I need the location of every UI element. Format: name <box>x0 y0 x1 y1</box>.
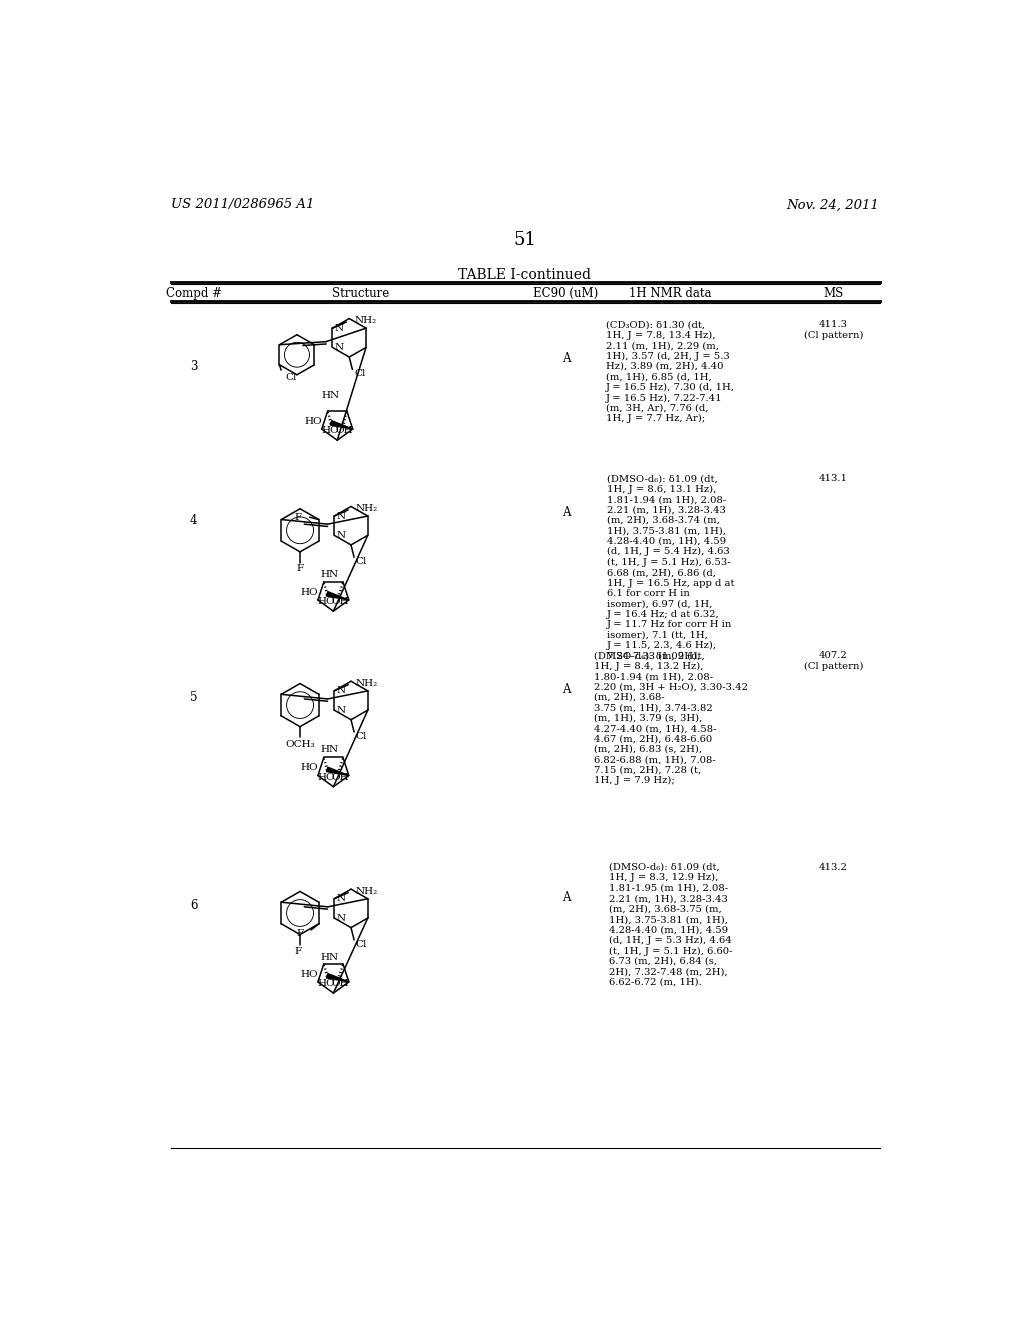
Text: MS: MS <box>823 286 844 300</box>
Text: NH₂: NH₂ <box>356 504 378 513</box>
Text: HN: HN <box>321 570 339 579</box>
Text: N: N <box>337 706 346 714</box>
Text: HO: HO <box>317 774 335 781</box>
Text: NH₂: NH₂ <box>356 887 378 895</box>
Text: F: F <box>295 512 302 521</box>
Text: 1H NMR data: 1H NMR data <box>630 286 712 300</box>
Text: (DMSO-d₆): δ1.09 (dt,
1H, J = 8.6, 13.1 Hz),
1.81-1.94 (m 1H), 2.08-
2.21 (m, 1H: (DMSO-d₆): δ1.09 (dt, 1H, J = 8.6, 13.1 … <box>607 474 734 660</box>
Text: 411.3
(Cl pattern): 411.3 (Cl pattern) <box>804 321 863 339</box>
Text: A: A <box>561 891 570 904</box>
Polygon shape <box>331 421 352 429</box>
Text: HO: HO <box>317 598 335 606</box>
Text: Nov. 24, 2011: Nov. 24, 2011 <box>786 198 879 211</box>
Text: N: N <box>337 686 346 696</box>
Text: A: A <box>561 506 570 519</box>
Text: Cl: Cl <box>354 370 366 379</box>
Text: NH₂: NH₂ <box>356 678 378 688</box>
Text: (DMSO-d₆): δ1.09 (dt,
1H, J = 8.4, 13.2 Hz),
1.80-1.94 (m 1H), 2.08-
2.20 (m, 3H: (DMSO-d₆): δ1.09 (dt, 1H, J = 8.4, 13.2 … <box>594 651 748 785</box>
Text: (DMSO-d₆): δ1.09 (dt,
1H, J = 8.3, 12.9 Hz),
1.81-1.95 (m 1H), 2.08-
2.21 (m, 1H: (DMSO-d₆): δ1.09 (dt, 1H, J = 8.3, 12.9 … <box>608 863 732 987</box>
Text: N: N <box>335 323 344 333</box>
Text: HO: HO <box>300 763 317 772</box>
Text: N: N <box>335 343 344 352</box>
Text: Structure: Structure <box>332 286 389 300</box>
Text: A: A <box>561 352 570 366</box>
Text: HN: HN <box>322 391 340 400</box>
Text: N: N <box>337 512 346 520</box>
Text: HO: HO <box>300 587 317 597</box>
Text: (CD₃OD): δ1.30 (dt,
1H, J = 7.8, 13.4 Hz),
2.11 (m, 1H), 2.29 (m,
1H), 3.57 (d, : (CD₃OD): δ1.30 (dt, 1H, J = 7.8, 13.4 Hz… <box>606 321 735 424</box>
Text: OCH₃: OCH₃ <box>286 741 314 748</box>
Text: F: F <box>295 946 302 956</box>
Text: HO: HO <box>304 417 322 426</box>
Polygon shape <box>327 591 349 601</box>
Text: Cl: Cl <box>355 940 367 949</box>
Text: EC90 (uM): EC90 (uM) <box>534 286 598 300</box>
Text: 413.2: 413.2 <box>819 863 848 873</box>
Text: 413.1: 413.1 <box>819 474 848 483</box>
Text: US 2011/0286965 A1: US 2011/0286965 A1 <box>171 198 314 211</box>
Text: N: N <box>337 913 346 923</box>
Text: 5: 5 <box>190 690 198 704</box>
Text: Cl: Cl <box>286 374 297 383</box>
Text: 4: 4 <box>190 513 198 527</box>
Text: 6: 6 <box>190 899 198 912</box>
Text: Cl: Cl <box>355 733 367 741</box>
Text: HN: HN <box>321 953 339 961</box>
Text: OH: OH <box>332 979 349 989</box>
Text: A: A <box>561 684 570 696</box>
Text: F: F <box>297 565 303 573</box>
Text: OH: OH <box>332 598 349 606</box>
Text: Cl: Cl <box>355 557 367 566</box>
Text: N: N <box>337 531 346 540</box>
Text: NH₂: NH₂ <box>354 315 377 325</box>
Text: OH: OH <box>336 426 353 436</box>
Text: HO: HO <box>322 426 339 436</box>
Polygon shape <box>327 974 349 982</box>
Text: HN: HN <box>321 746 339 755</box>
Text: OH: OH <box>332 774 349 781</box>
Text: 407.2
(Cl pattern): 407.2 (Cl pattern) <box>804 651 863 671</box>
Text: TABLE I-continued: TABLE I-continued <box>459 268 591 281</box>
Text: N: N <box>337 894 346 903</box>
Text: Compd #: Compd # <box>166 286 222 300</box>
Text: 51: 51 <box>513 231 537 248</box>
Text: HO: HO <box>317 979 335 989</box>
Text: F: F <box>296 928 303 937</box>
Polygon shape <box>327 767 349 776</box>
Text: 3: 3 <box>190 360 198 372</box>
Text: HO: HO <box>300 970 317 978</box>
